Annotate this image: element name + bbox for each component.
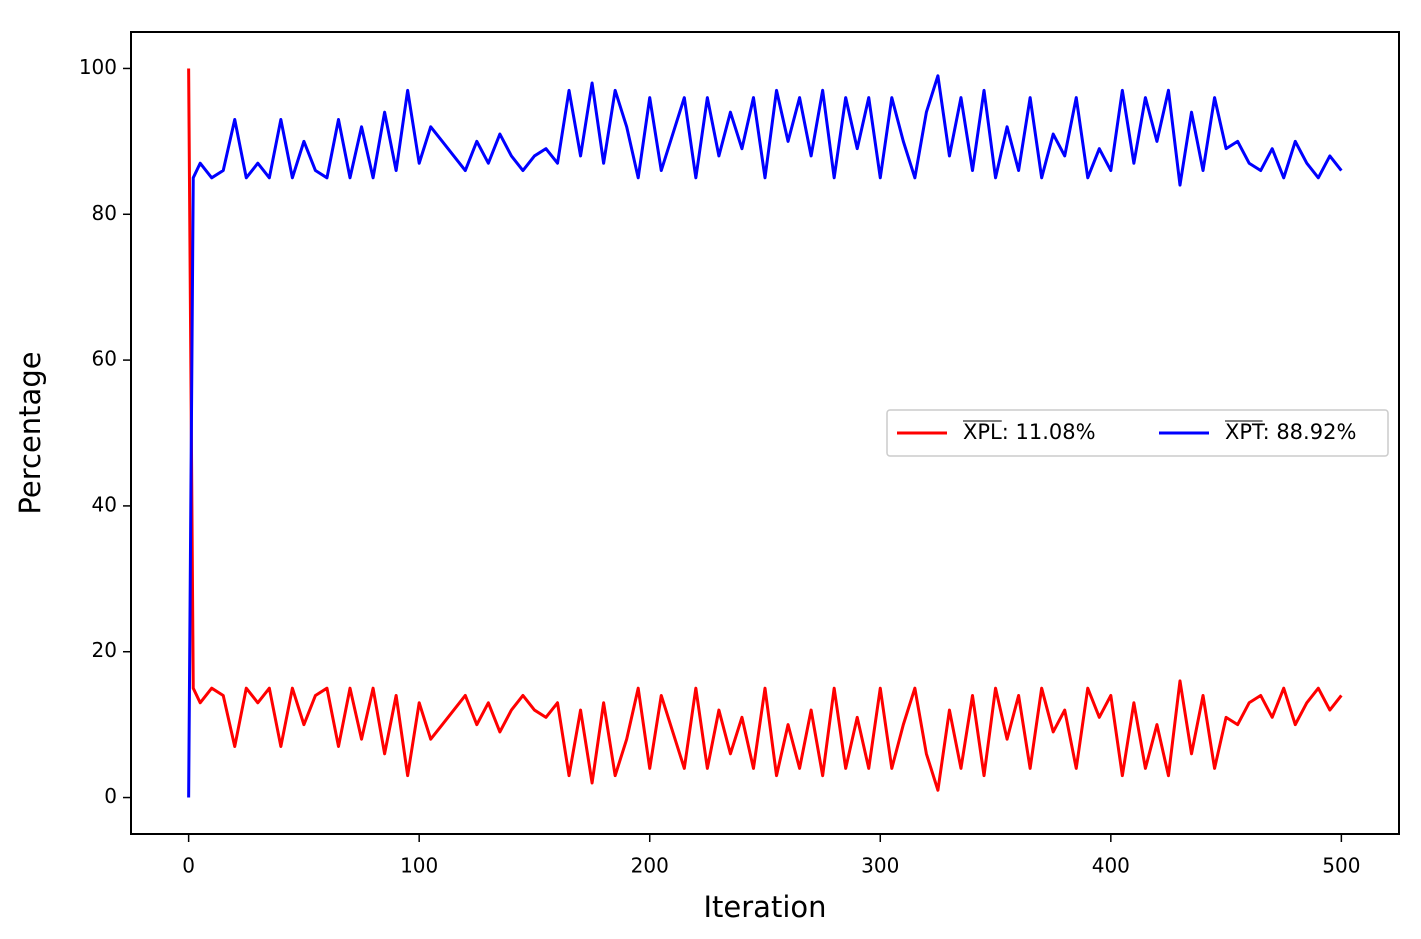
y-tick-label: 80 xyxy=(92,201,117,225)
y-tick-label: 40 xyxy=(92,492,117,516)
y-axis-label: Percentage xyxy=(13,351,47,514)
x-tick-label: 500 xyxy=(1322,854,1360,878)
y-tick-label: 20 xyxy=(92,638,117,662)
y-tick-label: 100 xyxy=(79,55,117,79)
x-tick-label: 100 xyxy=(400,854,438,878)
x-tick-label: 300 xyxy=(861,854,899,878)
y-tick-label: 0 xyxy=(104,784,117,808)
legend-box xyxy=(886,409,1389,457)
x-axis-label: Iteration xyxy=(703,890,826,924)
x-tick-label: 400 xyxy=(1092,854,1130,878)
plot-frame xyxy=(130,31,1400,835)
line-series xyxy=(187,74,1343,798)
x-tick-label: 200 xyxy=(631,854,669,878)
line-series xyxy=(187,68,1343,792)
y-tick-label: 60 xyxy=(92,347,117,371)
x-tick-label: 0 xyxy=(182,854,195,878)
legend-label: XPL: 11.08% xyxy=(963,420,1096,444)
legend-label: XPT: 88.92% xyxy=(1225,420,1356,444)
